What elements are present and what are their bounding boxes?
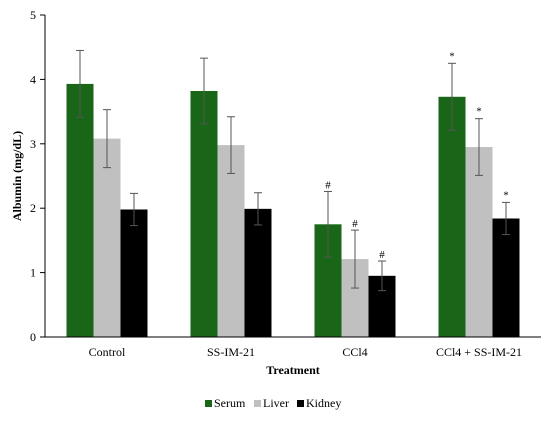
- legend-label-liver: Liver: [263, 396, 289, 410]
- bar-liver-2: [217, 145, 245, 337]
- bar-serum-1: [66, 83, 94, 338]
- significance-mark: #: [325, 179, 331, 191]
- bar-serum-2: [190, 90, 218, 337]
- legend-swatch-kidney: [297, 400, 304, 407]
- x-axis-category-labels: Control SS-IM-21 CCl4 CCl4 + SS-IM-21: [89, 345, 522, 359]
- legend-label-serum: Serum: [214, 396, 246, 410]
- significance-mark: *: [449, 50, 455, 62]
- x-axis-title: Treatment: [266, 363, 320, 377]
- bar-serum-4: [438, 96, 466, 338]
- x-category-label: SS-IM-21: [207, 345, 255, 359]
- legend-swatch-liver: [254, 400, 261, 407]
- y-tick-label: 2: [30, 201, 36, 215]
- y-tick-label: 4: [30, 72, 36, 86]
- x-category-label: CCl4 + SS-IM-21: [436, 345, 522, 359]
- y-tick-label: 5: [30, 8, 36, 22]
- significance-mark: *: [503, 189, 509, 201]
- legend: Serum Liver Kidney: [205, 396, 341, 410]
- error-bars-layer: [76, 49, 510, 292]
- y-tick-label: 3: [30, 137, 36, 151]
- bars-layer: [66, 83, 520, 338]
- legend-label-kidney: Kidney: [306, 396, 341, 410]
- y-tick-label: 0: [30, 330, 36, 344]
- y-tick-label: 1: [30, 266, 36, 280]
- x-category-label: CCl4: [342, 345, 367, 359]
- significance-mark: *: [476, 106, 482, 118]
- bar-kidney-1: [120, 209, 148, 337]
- significance-mark: #: [379, 249, 385, 261]
- legend-swatch-serum: [205, 400, 212, 407]
- bar-kidney-4: [492, 218, 520, 337]
- bar-liver-1: [93, 138, 121, 337]
- significance-mark: #: [352, 218, 358, 230]
- y-axis-title: Albumin (mg/dL): [10, 131, 24, 221]
- x-category-label: Control: [89, 345, 126, 359]
- significance-marks-layer: # # # * * *: [325, 50, 509, 261]
- y-axis-ticks: 0 1 2 3 4 5: [30, 8, 45, 344]
- bar-kidney-2: [244, 208, 272, 337]
- bar-liver-4: [465, 147, 493, 337]
